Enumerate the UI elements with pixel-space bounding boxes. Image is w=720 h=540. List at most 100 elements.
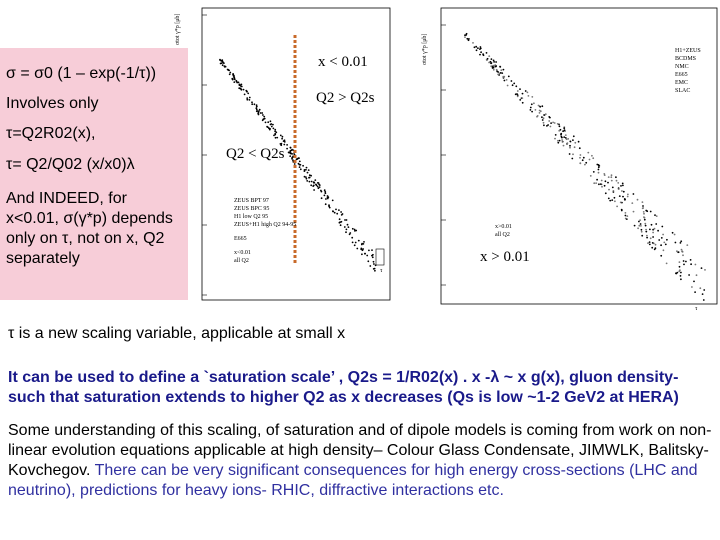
data-point [563,136,566,139]
data-point [645,230,648,233]
data-point [223,65,226,68]
data-point [272,127,275,130]
understanding-text: Some understanding of this scaling, of s… [8,422,712,479]
data-point [538,109,541,112]
data-point [554,134,557,136]
data-point [619,201,622,204]
data-point [699,287,702,290]
data-point [283,143,286,146]
data-point [607,176,610,179]
data-point [680,248,683,251]
data-point [479,47,482,50]
data-point [255,107,258,110]
data-point [255,104,258,107]
data-point [345,228,348,231]
data-point [473,46,476,49]
data-point [248,99,251,101]
data-point [270,125,273,128]
data-point [475,49,478,52]
consequences-text: There can be very significant consequenc… [8,462,698,499]
data-point [367,260,370,263]
data-point [308,174,311,177]
data-point [592,171,595,173]
data-point [657,229,659,232]
data-point [351,241,354,244]
legend-entry: BCDMS [675,56,697,62]
data-point [694,291,696,293]
data-point [675,272,677,275]
data-point [324,203,327,206]
data-point [492,64,495,67]
data-point [347,226,350,229]
data-point [263,115,266,118]
legend-entry: EMC [675,80,689,86]
data-point [541,116,543,119]
data-point [615,176,617,179]
data-point [497,73,499,76]
data-point [340,211,342,213]
data-point [639,223,642,225]
data-point [688,274,690,276]
left-plot-xlabel: τ [380,268,383,274]
data-point [313,189,315,191]
data-point [557,139,559,142]
indeed-text: And INDEED, for x<0.01, σ(γ*p) depends o… [6,190,173,267]
data-point [691,286,693,288]
data-point [355,229,358,232]
data-point [315,183,317,186]
data-point [621,182,624,185]
data-point [608,188,610,191]
annotation-q2-low: Q2 < Q2s [226,146,285,162]
data-point [348,233,351,236]
data-point [219,62,222,65]
data-point [666,238,668,241]
data-point [662,249,665,252]
data-point [598,183,600,186]
data-point [248,96,251,99]
data-point [243,93,246,96]
legend-entry: E665 [234,236,247,242]
data-point [231,77,234,80]
data-point [521,101,524,104]
data-point [291,157,293,160]
data-point [325,198,327,200]
data-point [678,261,681,263]
data-point [549,125,552,128]
data-point [600,179,603,182]
data-point [639,219,641,222]
data-point [232,73,234,76]
data-point [681,251,684,253]
data-point [233,78,236,81]
data-point [526,91,529,94]
data-point [502,68,505,71]
data-point [324,190,327,193]
data-point [290,152,292,155]
data-point [229,71,232,74]
data-point [677,251,680,254]
data-point [654,247,657,250]
data-point [305,166,308,169]
data-point [513,82,516,85]
data-point [597,166,600,169]
data-point [563,127,566,130]
data-point [674,241,677,244]
data-point [537,104,540,107]
data-point [258,108,261,111]
data-point [547,124,549,126]
data-point [287,151,290,154]
data-point [596,178,598,181]
data-point [495,65,498,67]
data-point [221,59,224,62]
data-point [598,164,600,167]
data-point [643,212,645,215]
data-point [658,239,661,241]
data-point [544,113,547,116]
data-point [548,116,551,118]
data-point [682,254,684,257]
data-point [316,182,319,184]
data-point [465,32,468,35]
data-point [643,218,646,221]
data-point [305,176,307,179]
data-point [567,138,570,140]
right-plot-xlabel: τ [695,306,698,312]
